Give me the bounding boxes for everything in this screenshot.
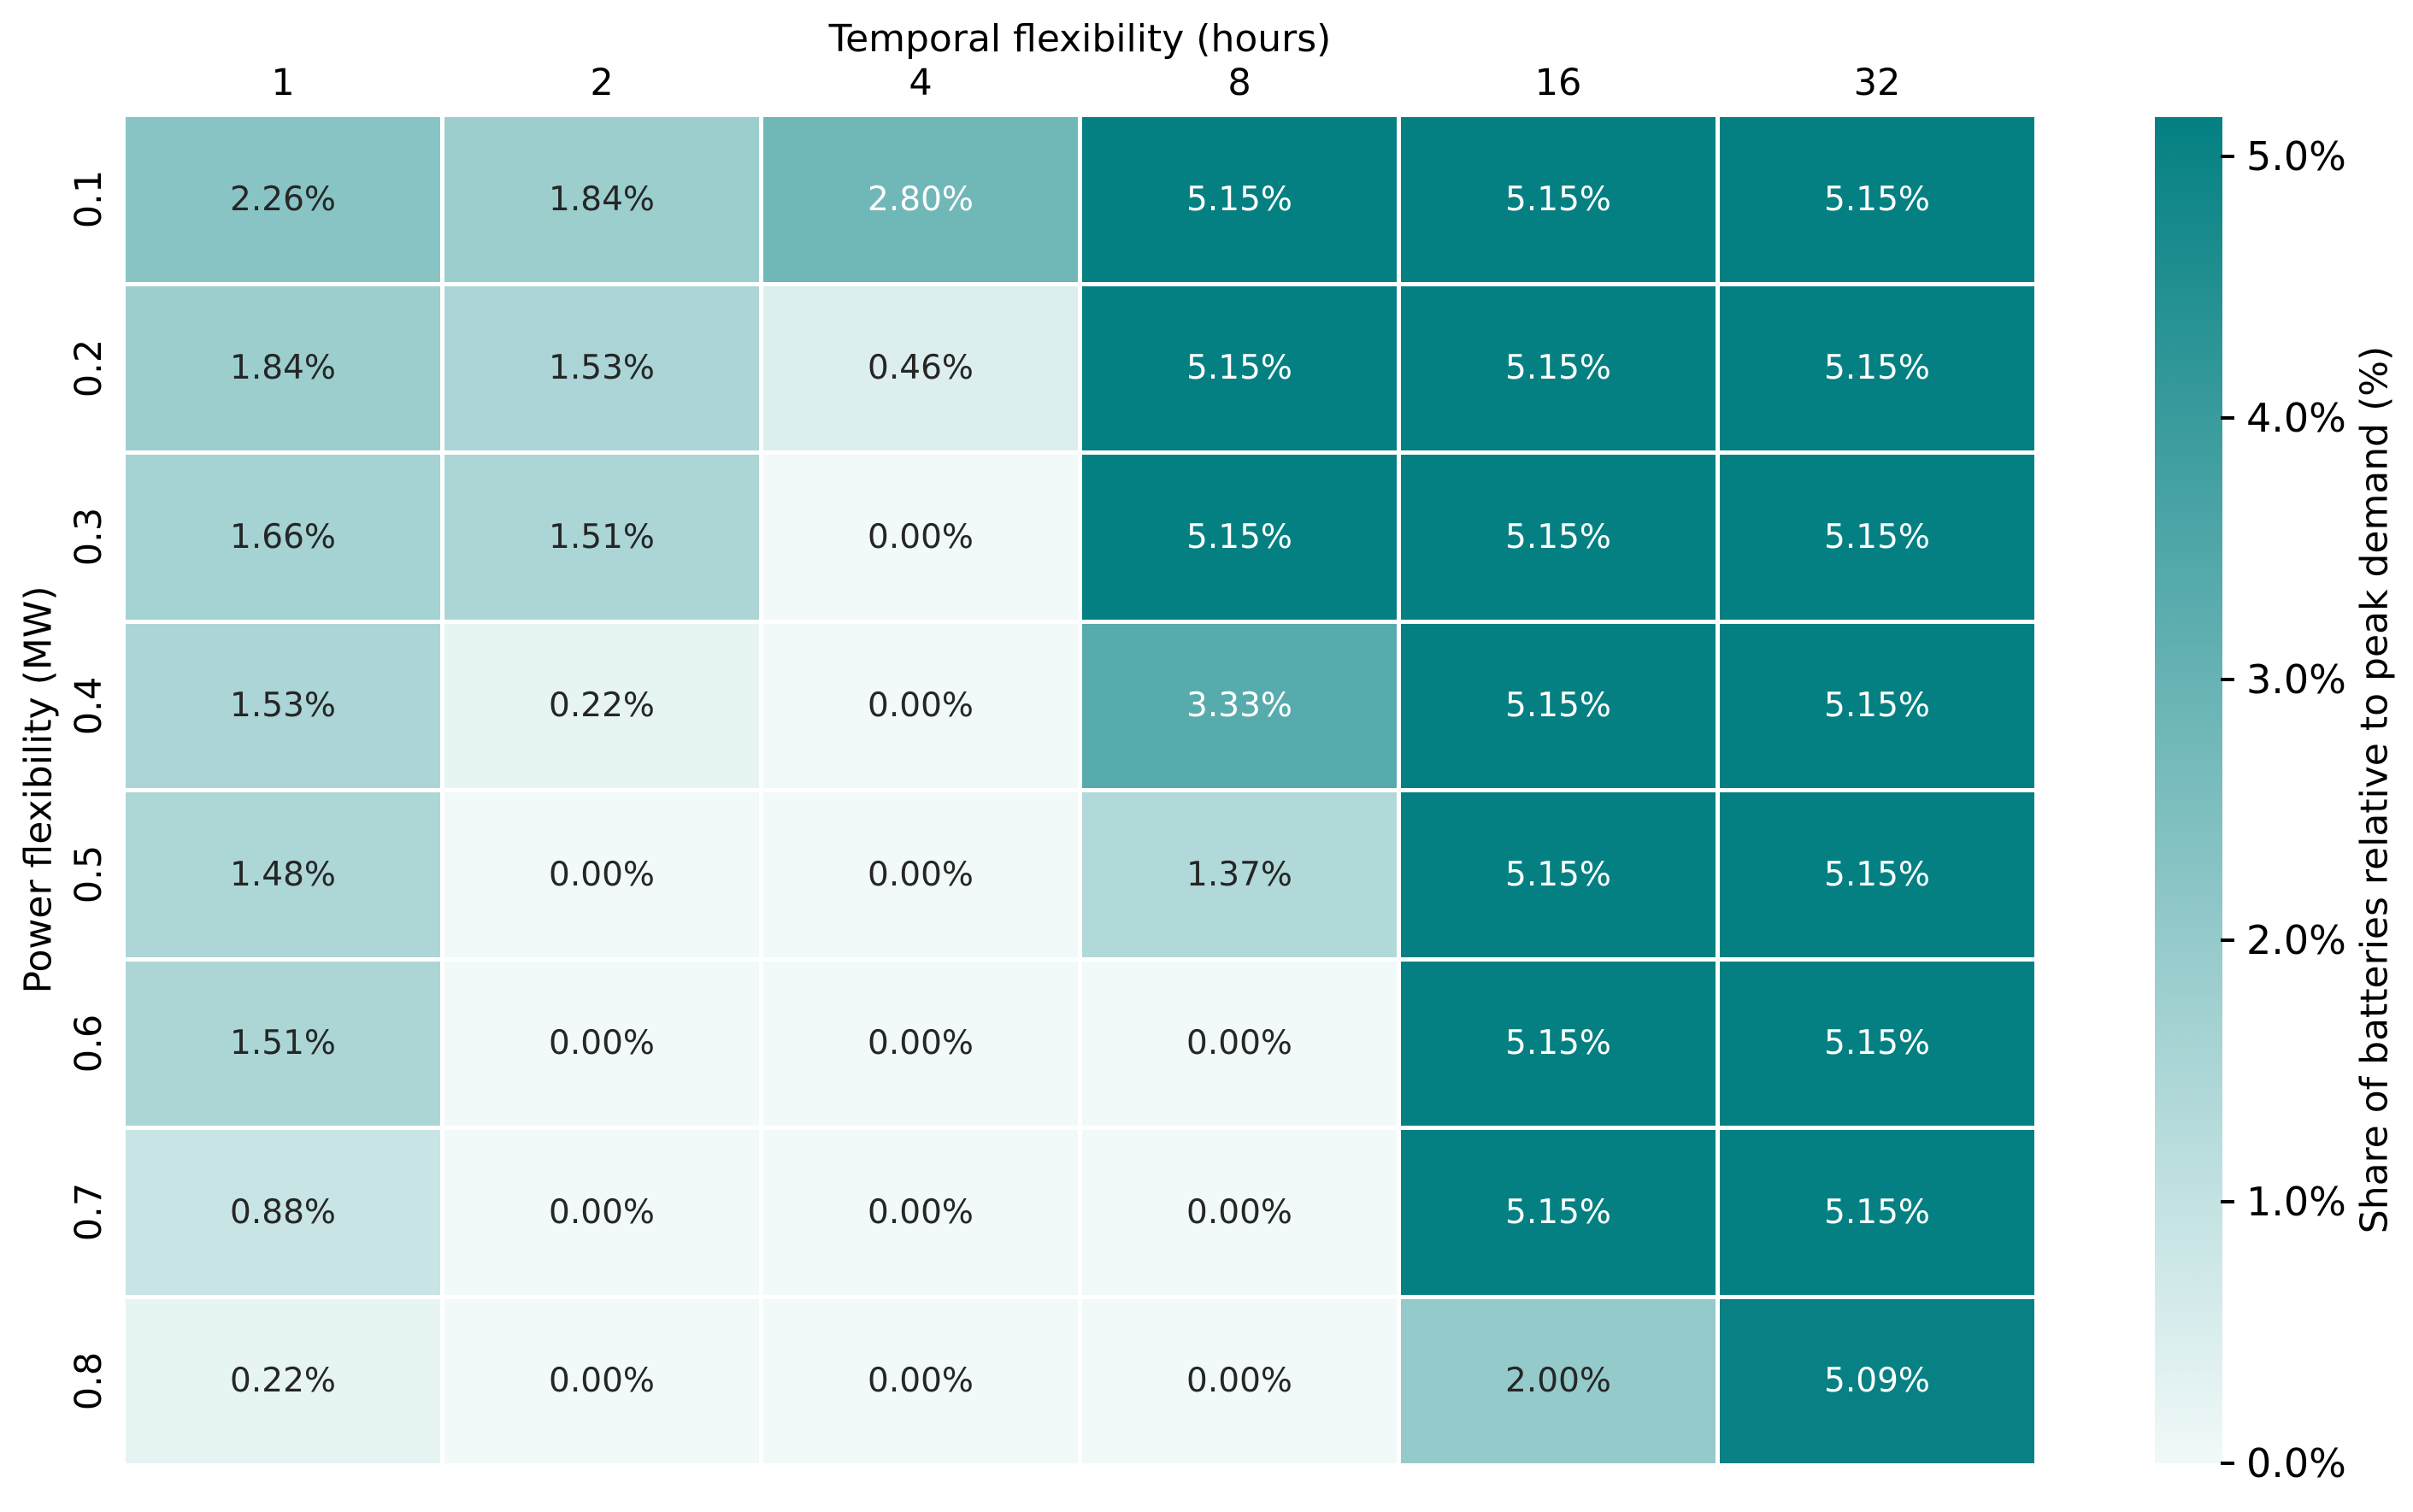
heatmap-cell: 0.00% bbox=[763, 961, 1078, 1126]
heatmap-cell: 0.00% bbox=[444, 792, 759, 957]
heatmap-cell: 1.53% bbox=[126, 623, 440, 788]
heatmap-cell: 0.88% bbox=[126, 1130, 440, 1295]
heatmap-cell: 5.15% bbox=[1401, 961, 1716, 1126]
heatmap-cell: 5.15% bbox=[1401, 623, 1716, 788]
heatmap-cell: 0.22% bbox=[126, 1298, 440, 1463]
heatmap-cell: 5.15% bbox=[1082, 285, 1397, 450]
heatmap-cell: 0.00% bbox=[1082, 1298, 1397, 1463]
y-tick-label: 0.1 bbox=[68, 170, 110, 229]
heatmap-cell: 0.00% bbox=[763, 1130, 1078, 1295]
heatmap-cell: 1.84% bbox=[444, 117, 759, 282]
heatmap-cell: 0.00% bbox=[763, 455, 1078, 620]
heatmap-cell: 0.00% bbox=[763, 1298, 1078, 1463]
colorbar-tick-label: 1.0% bbox=[2246, 1179, 2346, 1226]
x-tick-label: 1 bbox=[271, 62, 295, 104]
heatmap-cell: 2.80% bbox=[763, 117, 1078, 282]
heatmap-cell: 5.15% bbox=[1401, 285, 1716, 450]
heatmap-cell: 5.15% bbox=[1401, 1130, 1716, 1295]
heatmap-cell: 5.15% bbox=[1401, 455, 1716, 620]
y-tick-label: 0.3 bbox=[68, 508, 110, 567]
heatmap-cell: 1.51% bbox=[444, 455, 759, 620]
heatmap-cell: 1.48% bbox=[126, 792, 440, 957]
heatmap-cell: 5.15% bbox=[1720, 961, 2034, 1126]
colorbar-tick-mark bbox=[2221, 938, 2234, 943]
heatmap-cell: 0.00% bbox=[444, 1130, 759, 1295]
heatmap-cell: 1.37% bbox=[1082, 792, 1397, 957]
heatmap-cell: 5.15% bbox=[1720, 1130, 2034, 1295]
heatmap-cell: 5.15% bbox=[1720, 117, 2034, 282]
colorbar-tick-label: 0.0% bbox=[2246, 1440, 2346, 1486]
y-tick-label: 0.2 bbox=[68, 338, 110, 397]
x-tick-label: 16 bbox=[1534, 62, 1582, 104]
heatmap-cell: 0.00% bbox=[1082, 1130, 1397, 1295]
heatmap-cell: 0.00% bbox=[763, 792, 1078, 957]
heatmap-cell: 5.15% bbox=[1720, 792, 2034, 957]
heatmap-cell: 1.51% bbox=[126, 961, 440, 1126]
x-tick-label: 4 bbox=[909, 62, 933, 104]
heatmap-cell: 5.15% bbox=[1720, 285, 2034, 450]
heatmap-cell: 0.00% bbox=[1082, 961, 1397, 1126]
y-axis-label: Power flexibility (MW) bbox=[16, 585, 61, 994]
colorbar-tick-label: 4.0% bbox=[2246, 394, 2346, 441]
heatmap-cell: 3.33% bbox=[1082, 623, 1397, 788]
heatmap-cell: 5.15% bbox=[1082, 455, 1397, 620]
y-tick-label: 0.4 bbox=[68, 676, 110, 735]
heatmap-cell: 2.26% bbox=[126, 117, 440, 282]
heatmap-cell: 5.15% bbox=[1082, 117, 1397, 282]
colorbar bbox=[2155, 117, 2222, 1463]
heatmap-cell: 1.66% bbox=[126, 455, 440, 620]
heatmap-cell: 1.84% bbox=[126, 285, 440, 450]
colorbar-tick-label: 5.0% bbox=[2246, 132, 2346, 179]
heatmap-cell: 5.15% bbox=[1401, 117, 1716, 282]
heatmap-cell: 5.15% bbox=[1720, 455, 2034, 620]
colorbar-tick-mark bbox=[2221, 415, 2234, 420]
y-tick-label: 0.7 bbox=[68, 1183, 110, 1242]
heatmap-cell: 5.15% bbox=[1720, 623, 2034, 788]
colorbar-tick-mark bbox=[2221, 1462, 2234, 1465]
heatmap-cell: 5.15% bbox=[1401, 792, 1716, 957]
heatmap-cell: 2.00% bbox=[1401, 1298, 1716, 1463]
heatmap-grid: 2.26% 1.84% 2.80% 5.15% 5.15% 5.15% 1.84% 1.53%… bbox=[126, 117, 2034, 1463]
colorbar-gradient bbox=[2155, 117, 2222, 1463]
heatmap-cell: 0.00% bbox=[763, 623, 1078, 788]
heatmap-cell: 1.53% bbox=[444, 285, 759, 450]
x-tick-label: 8 bbox=[1227, 62, 1251, 104]
heatmap-cell: 0.00% bbox=[444, 1298, 759, 1463]
colorbar-label: Share of batteries relative to peak dema… bbox=[2352, 345, 2397, 1234]
y-tick-label: 0.5 bbox=[68, 845, 110, 904]
heatmap-cell: 0.46% bbox=[763, 285, 1078, 450]
colorbar-tick-mark bbox=[2221, 1200, 2234, 1204]
colorbar-tick-label: 2.0% bbox=[2246, 917, 2346, 964]
x-axis-title: Temporal flexibility (hours) bbox=[828, 17, 1332, 61]
heatmap-cell: 5.09% bbox=[1720, 1298, 2034, 1463]
colorbar-tick-label: 3.0% bbox=[2246, 656, 2346, 703]
heatmap-cell: 0.22% bbox=[444, 623, 759, 788]
heatmap-cell: 0.00% bbox=[444, 961, 759, 1126]
y-tick-label: 0.8 bbox=[68, 1351, 110, 1410]
x-tick-label: 2 bbox=[590, 62, 614, 104]
colorbar-tick-mark bbox=[2221, 677, 2234, 681]
colorbar-tick-mark bbox=[2221, 154, 2234, 158]
x-tick-label: 32 bbox=[1853, 62, 1901, 104]
y-tick-label: 0.6 bbox=[68, 1014, 110, 1073]
